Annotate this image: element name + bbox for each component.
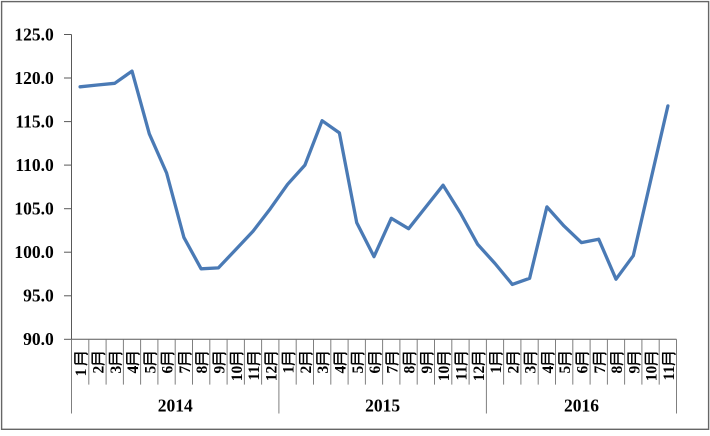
svg-text:11: 11 bbox=[454, 366, 471, 381]
svg-text:100.0: 100.0 bbox=[14, 242, 54, 262]
svg-text:9: 9 bbox=[419, 366, 436, 374]
svg-text:110.0: 110.0 bbox=[15, 155, 54, 175]
svg-text:4: 4 bbox=[333, 366, 350, 374]
svg-text:5: 5 bbox=[350, 366, 367, 374]
svg-text:2015: 2015 bbox=[365, 395, 400, 415]
svg-text:10: 10 bbox=[229, 366, 246, 382]
svg-text:2: 2 bbox=[505, 366, 522, 374]
svg-text:9: 9 bbox=[626, 366, 643, 374]
svg-text:12: 12 bbox=[263, 366, 280, 382]
svg-text:10: 10 bbox=[644, 366, 661, 382]
svg-text:6: 6 bbox=[367, 366, 384, 374]
svg-text:1: 1 bbox=[281, 366, 298, 374]
svg-text:11: 11 bbox=[661, 366, 678, 381]
svg-text:1: 1 bbox=[488, 366, 505, 374]
svg-text:11: 11 bbox=[246, 366, 263, 381]
svg-text:5: 5 bbox=[557, 366, 574, 374]
svg-text:4: 4 bbox=[540, 366, 557, 374]
svg-text:3: 3 bbox=[315, 366, 332, 374]
svg-text:8: 8 bbox=[194, 366, 211, 374]
svg-text:7: 7 bbox=[384, 366, 401, 374]
svg-text:12: 12 bbox=[471, 366, 488, 382]
svg-text:90.0: 90.0 bbox=[23, 329, 54, 349]
svg-text:8: 8 bbox=[402, 366, 419, 374]
svg-text:10: 10 bbox=[436, 366, 453, 382]
svg-text:120.0: 120.0 bbox=[14, 68, 54, 88]
svg-text:4: 4 bbox=[125, 366, 142, 374]
svg-text:6: 6 bbox=[575, 366, 592, 374]
svg-text:9: 9 bbox=[212, 366, 229, 374]
svg-text:2016: 2016 bbox=[564, 395, 599, 415]
svg-text:2014: 2014 bbox=[158, 395, 193, 415]
svg-text:8: 8 bbox=[609, 366, 626, 374]
svg-text:95.0: 95.0 bbox=[23, 286, 54, 306]
svg-text:3: 3 bbox=[108, 366, 125, 374]
svg-text:115.0: 115.0 bbox=[15, 111, 54, 131]
svg-text:105.0: 105.0 bbox=[14, 199, 54, 219]
svg-text:2: 2 bbox=[298, 366, 315, 374]
svg-text:6: 6 bbox=[160, 366, 177, 374]
svg-text:125.0: 125.0 bbox=[14, 24, 54, 44]
svg-text:1: 1 bbox=[73, 369, 90, 377]
svg-text:5: 5 bbox=[142, 366, 159, 374]
svg-text:3: 3 bbox=[523, 366, 540, 374]
svg-text:7: 7 bbox=[177, 366, 194, 374]
svg-text:2: 2 bbox=[91, 366, 108, 374]
svg-text:7: 7 bbox=[592, 366, 609, 374]
